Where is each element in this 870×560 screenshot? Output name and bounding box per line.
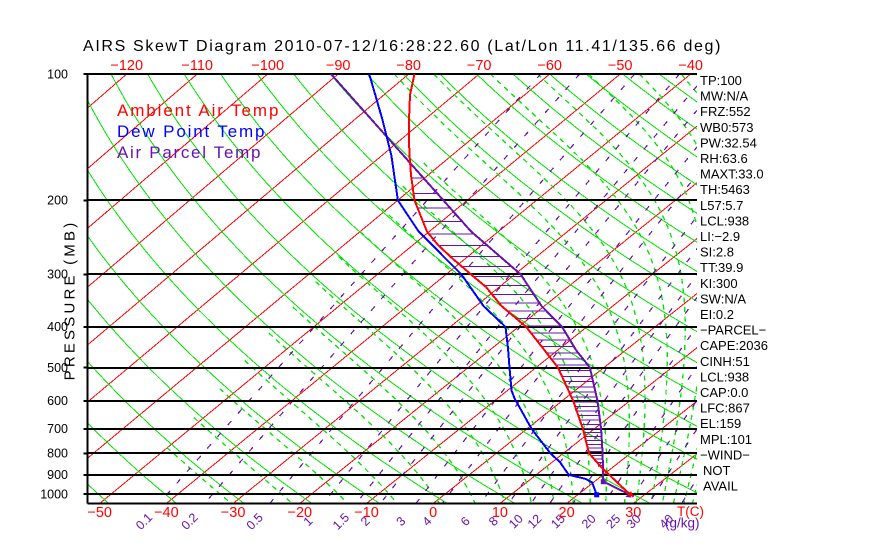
svg-text:−100: −100: [251, 58, 284, 74]
svg-text:−80: −80: [396, 58, 421, 74]
svg-text:Dew Point Temp: Dew Point Temp: [117, 122, 266, 141]
svg-text:MPL:101: MPL:101: [700, 432, 752, 447]
svg-text:CAPE:2036: CAPE:2036: [700, 338, 768, 353]
svg-text:−110: −110: [181, 58, 213, 74]
svg-text:−30: −30: [221, 505, 246, 521]
svg-text:−60: −60: [537, 58, 562, 74]
svg-text:AIRS SkewT Diagram 2010-07-12/: AIRS SkewT Diagram 2010-07-12/16:28:22.6…: [83, 38, 722, 55]
svg-text:RH:63.6: RH:63.6: [700, 151, 748, 166]
svg-text:800: 800: [47, 447, 68, 461]
svg-text:LCL:938: LCL:938: [700, 213, 749, 228]
svg-text:−20: −20: [287, 505, 312, 521]
svg-text:−PARCEL−: −PARCEL−: [700, 323, 766, 338]
svg-text:LCL:938: LCL:938: [700, 369, 749, 384]
svg-text:SW:N/A: SW:N/A: [700, 291, 746, 306]
svg-text:−50: −50: [87, 505, 112, 521]
svg-text:10: 10: [492, 505, 508, 521]
svg-text:0: 0: [429, 505, 437, 521]
svg-text:PRESSURE (MB): PRESSURE (MB): [62, 220, 79, 381]
svg-text:L57:5.7: L57:5.7: [700, 198, 743, 213]
svg-text:−10: −10: [354, 505, 379, 521]
svg-text:100: 100: [47, 67, 68, 81]
svg-text:LI:−2.9: LI:−2.9: [700, 229, 740, 244]
svg-text:−40: −40: [678, 58, 703, 74]
svg-text:500: 500: [47, 361, 68, 375]
svg-text:PW:32.54: PW:32.54: [700, 135, 757, 150]
svg-text:CINH:51: CINH:51: [700, 354, 750, 369]
svg-text:−40: −40: [154, 505, 179, 521]
svg-text:T(C): T(C): [677, 504, 704, 519]
svg-text:AVAIL: AVAIL: [703, 479, 738, 494]
svg-text:TH:5463: TH:5463: [700, 182, 750, 197]
svg-text:(g/kg): (g/kg): [665, 516, 700, 531]
svg-text:EI:0.2: EI:0.2: [700, 307, 734, 322]
svg-text:Air Parcel Temp: Air Parcel Temp: [117, 143, 262, 162]
svg-text:EL:159: EL:159: [700, 416, 741, 431]
svg-text:−120: −120: [110, 58, 143, 74]
svg-text:−50: −50: [608, 58, 633, 74]
svg-text:TP:100: TP:100: [700, 73, 742, 88]
svg-text:MAXT:33.0: MAXT:33.0: [700, 167, 764, 182]
svg-text:FRZ:552: FRZ:552: [700, 104, 751, 119]
svg-text:400: 400: [47, 320, 68, 334]
svg-text:−WIND−: −WIND−: [700, 447, 750, 462]
svg-text:MW:N/A: MW:N/A: [700, 89, 748, 104]
svg-text:1000: 1000: [40, 487, 68, 501]
svg-text:CAP:0.0: CAP:0.0: [700, 385, 748, 400]
svg-text:NOT: NOT: [703, 463, 731, 478]
svg-text:−90: −90: [326, 58, 351, 74]
svg-text:600: 600: [47, 394, 68, 408]
svg-text:SI:2.8: SI:2.8: [700, 245, 734, 260]
svg-text:700: 700: [47, 422, 68, 436]
svg-text:LFC:867: LFC:867: [700, 401, 750, 416]
svg-text:200: 200: [47, 194, 68, 208]
svg-text:Ambient Air Temp: Ambient Air Temp: [117, 101, 280, 120]
svg-text:900: 900: [47, 468, 68, 482]
svg-text:−70: −70: [467, 58, 492, 74]
svg-text:WB0:573: WB0:573: [700, 120, 753, 135]
svg-text:20: 20: [559, 505, 575, 521]
svg-text:30: 30: [625, 505, 641, 521]
svg-text:TT:39.9: TT:39.9: [700, 260, 743, 275]
svg-text:300: 300: [47, 268, 68, 282]
svg-text:KI:300: KI:300: [700, 276, 738, 291]
